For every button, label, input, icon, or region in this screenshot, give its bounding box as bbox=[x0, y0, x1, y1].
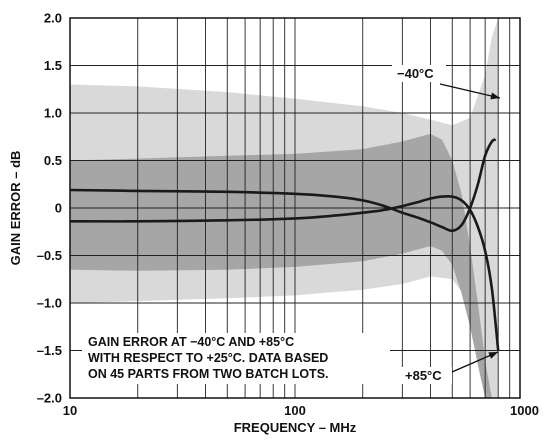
annotation-line-2: WITH RESPECT TO +25°C. DATA BASED bbox=[88, 351, 328, 365]
y-tick-label: 0 bbox=[55, 201, 62, 216]
series-line-plus85c bbox=[69, 138, 497, 233]
callout-plus85c: +85°C bbox=[400, 351, 499, 384]
y-tick-label: 2.0 bbox=[44, 11, 62, 26]
callout-minus40c-arrowhead bbox=[490, 92, 500, 100]
chart-annotation: GAIN ERROR AT −40°C AND +85°C WITH RESPE… bbox=[82, 333, 390, 384]
plot-frame bbox=[69, 17, 521, 399]
callout-plus85c-background bbox=[400, 367, 452, 384]
annotation-line-1: GAIN ERROR AT −40°C AND +85°C bbox=[88, 335, 294, 349]
callout-minus40c-arrow bbox=[439, 83, 501, 99]
y-tick-label: 0.5 bbox=[44, 153, 62, 168]
y-tick-label: –2.0 bbox=[37, 391, 62, 406]
x-tick-label: 100 bbox=[284, 403, 306, 418]
x-tick-label: 1000 bbox=[510, 403, 539, 418]
y-tick-label: –1.5 bbox=[37, 343, 62, 358]
x-tick-label: 10 bbox=[63, 403, 77, 418]
x-axis-title: FREQUENCY – MHz bbox=[234, 420, 357, 435]
callout-minus40c-label: −40°C bbox=[397, 66, 434, 81]
y-tick-label: 1.0 bbox=[44, 106, 62, 121]
callout-plus85c-arrowhead bbox=[488, 352, 498, 359]
series-line-minus40c bbox=[69, 194, 500, 351]
annotation-line-3: ON 45 PARTS FROM TWO BATCH LOTS. bbox=[88, 367, 329, 381]
annotation-background bbox=[82, 333, 390, 384]
y-tick-label: 1.5 bbox=[44, 58, 62, 73]
series-lines bbox=[69, 138, 500, 351]
y-axis-title: GAIN ERROR – dB bbox=[8, 151, 23, 266]
y-tick-label: –0.5 bbox=[37, 248, 62, 263]
callout-minus40c-background bbox=[392, 65, 446, 82]
tolerance-band-plus85c bbox=[70, 133, 492, 398]
y-tick-label: –1.0 bbox=[37, 296, 62, 311]
tick-labels: 2.0 1.5 1.0 0.5 0 –0.5 –1.0 –1.5 –2.010 100 1000 bbox=[37, 11, 539, 419]
callout-minus40c: −40°C bbox=[392, 65, 501, 100]
callout-plus85c-label: +85°C bbox=[405, 368, 442, 383]
